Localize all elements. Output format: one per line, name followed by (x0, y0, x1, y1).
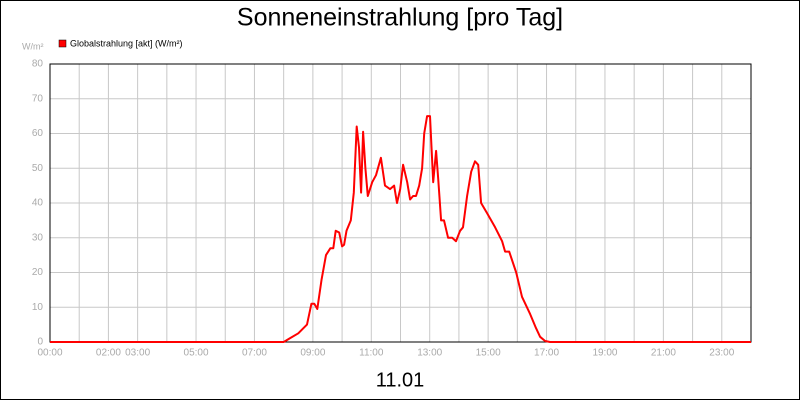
y-tick-label: 80 (32, 59, 44, 70)
x-tick-label: 15:00 (476, 348, 501, 359)
x-tick-label: 13:00 (417, 348, 442, 359)
y-tick-label: 40 (32, 198, 44, 209)
data-line (50, 115, 751, 343)
x-tick-label: 17:00 (534, 348, 559, 359)
y-tick-label: 70 (32, 93, 44, 104)
y-tick-label: 20 (32, 267, 44, 278)
legend-label: Globalstrahlung [akt] (W/m²) (70, 38, 183, 48)
x-tick-label: 02:00 (96, 348, 121, 359)
x-tick-label: 23:00 (709, 348, 734, 359)
x-tick-label: 11:00 (359, 348, 384, 359)
y-tick-label: 60 (32, 128, 44, 139)
y-tick-label: 0 (37, 337, 43, 348)
y-tick-label: 50 (32, 163, 44, 174)
y-tick-label: 30 (32, 232, 44, 243)
x-tick-label: 09:00 (300, 348, 325, 359)
y-unit: W/m² (22, 41, 44, 51)
x-tick-label: 03:00 (125, 348, 150, 359)
x-tick-label: 07:00 (242, 348, 267, 359)
x-tick-label: 19:00 (592, 348, 617, 359)
y-tick-label: 10 (32, 302, 44, 313)
x-tick-label: 21:00 (651, 348, 676, 359)
chart-title: Sonneneinstrahlung [pro Tag] (237, 4, 563, 32)
plot-border (49, 63, 752, 343)
x-label: 11.01 (376, 369, 425, 391)
x-tick-label: 00:00 (37, 348, 62, 359)
x-tick-label: 05:00 (184, 348, 209, 359)
legend-swatch (58, 39, 67, 48)
